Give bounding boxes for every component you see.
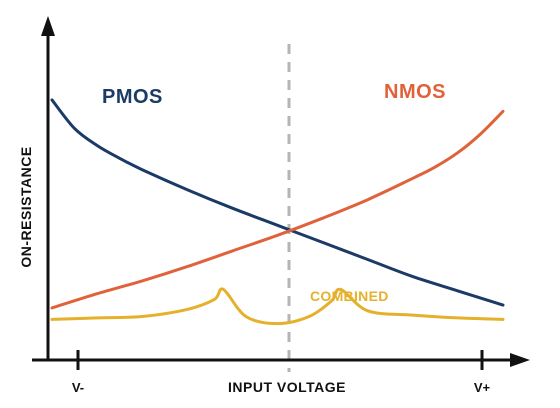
y-axis-arrow-icon	[41, 16, 55, 36]
x-axis-label: INPUT VOLTAGE	[228, 379, 346, 395]
x-tick-label-v-minus: V-	[72, 380, 84, 395]
series-label-pmos: PMOS	[102, 86, 163, 108]
y-axis-label: ON-RESISTANCE	[18, 146, 34, 267]
series-line-nmos	[50, 109, 505, 310]
x-axis-arrow-icon	[510, 353, 530, 367]
series-line-combined	[50, 287, 505, 326]
x-tick-label-v-plus: V+	[474, 380, 491, 395]
series-label-combined: COMBINED	[310, 288, 389, 304]
series-line-pmos	[50, 98, 505, 307]
series-label-nmos: NMOS	[384, 81, 446, 103]
